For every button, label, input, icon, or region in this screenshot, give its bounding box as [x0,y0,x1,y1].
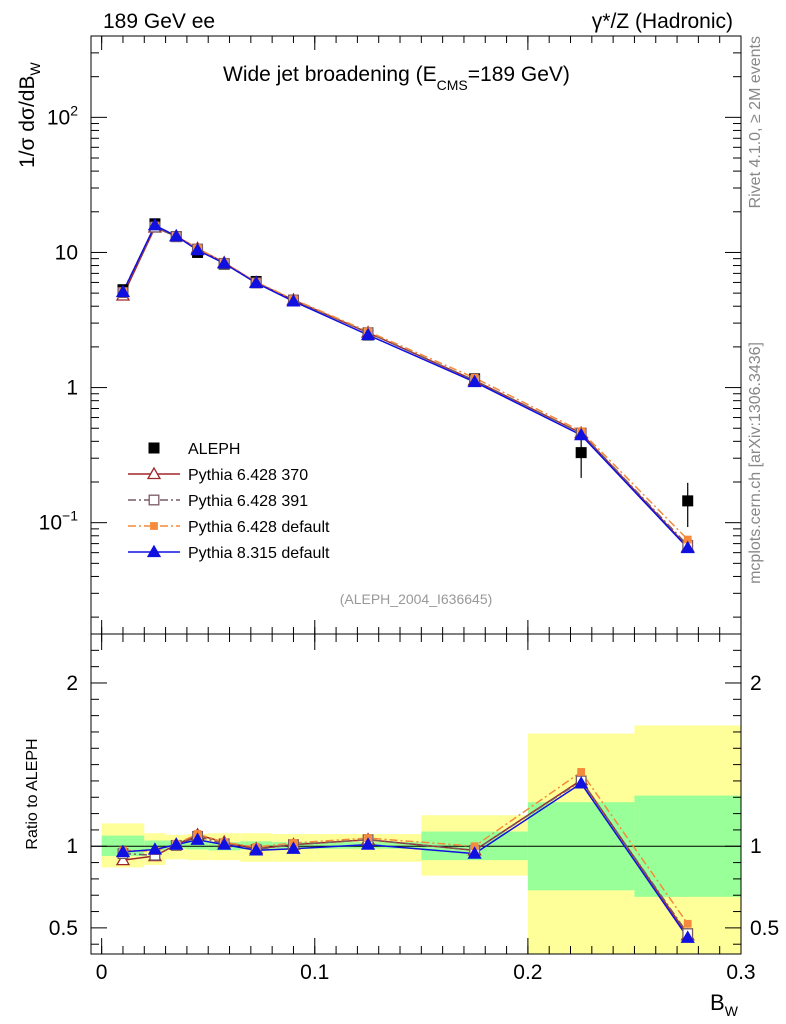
legend-label: Pythia 6.428 370 [188,467,308,484]
x-axis-label-sub: W [725,1003,739,1019]
x-tick-label: 0.1 [300,961,329,984]
main-y-axis-label-sub: W [27,62,43,76]
ratio-series-marker [683,919,692,928]
ratio-series-marker [470,842,479,851]
main-y-tick-label: 1 [66,377,78,400]
legend-label: Pythia 6.428 391 [188,493,308,510]
main-series-marker [169,228,184,242]
main-series-marker [190,242,205,256]
legend-marker [148,494,160,506]
main-title-part2: =189 GeV) [468,63,570,86]
ratio-series-marker [286,841,301,854]
main-y-tick-base: 10 [47,106,70,129]
main-y-tick-exponent: −1 [62,508,78,524]
main-y-tick-label: 102 [47,102,78,129]
main-data-layer [115,217,695,554]
x-tick-label: 0.3 [726,961,755,984]
rivet-version-text: Rivet 4.1.0, ≥ 2M events [747,36,764,208]
analysis-tag: (ALEPH_2004_I636645) [340,591,493,607]
main-y-tick-base: 1 [66,377,78,400]
ratio-y-tick-label-right: 2 [750,672,762,695]
main-title-sub: CMS [437,77,468,93]
legend-marker [148,442,160,454]
header-right: γ*/Z (Hadronic) [592,10,733,33]
ratio-series-marker [574,776,589,789]
mcplots-text: mcplots.cern.ch [arXiv:1306.3436] [747,342,764,584]
main-y-axis-label: 1/σ dσ/dBW [16,62,43,168]
ratio-frame [90,633,742,955]
main-series-marker [147,217,163,231]
ratio-series-marker [115,844,131,858]
ratio-series-marker [169,837,184,850]
main-axis-ticks [91,35,742,634]
legend-label: Pythia 6.428 default [188,519,330,536]
ratio-stat-uncertainty-band [186,841,209,850]
x-axis-label-main: B [710,990,725,1015]
legend-label: Pythia 8.315 default [188,545,330,562]
x-axis-label: BW [710,990,739,1019]
legend: ALEPH Pythia 6.428 370 Pythia 6.428 391 Pyt… [128,441,330,562]
main-y-tick-label: 10 [55,241,78,264]
ratio-y-tick-label-left: 0.5 [49,917,78,940]
main-y-axis-label-main: 1/σ dσ/dB [16,76,39,168]
ratio-series-marker [147,842,163,855]
main-series-marker [286,293,301,307]
ratio-series-layer [115,768,695,943]
main-series-marker [217,256,232,269]
ratio-series-marker [577,768,586,776]
ratio-tick-labels: 0.5 0.5 1 1 2 2 0 0.1 0.2 0.3 [49,672,779,984]
x-tick-label: 0.2 [513,961,542,984]
main-series-marker [360,327,376,341]
ratio-series-line [122,770,689,925]
main-series-marker [115,284,131,298]
data-point [682,495,694,507]
ratio-series-marker [360,837,376,850]
ratio-series-marker [467,846,482,859]
main-series-marker [683,535,692,544]
header-left: 189 GeV ee [103,10,215,33]
main-title: Wide jet broadening (ECMS=189 GeV) [223,63,570,93]
ratio-y-tick-label-left: 2 [66,672,78,695]
legend-label: ALEPH [188,441,240,458]
legend-marker [150,522,158,530]
ratio-y-tick-label-right: 1 [750,835,762,858]
main-series-line [122,224,689,541]
ratio-series-marker [680,930,695,943]
legend-marker [146,466,162,480]
main-y-tick-base: 10 [55,241,78,264]
main-y-tick-exponent: 2 [70,102,78,118]
ratio-series-marker [190,832,205,845]
main-y-tick-label: 10−1 [39,508,79,535]
ratio-y-tick-label-right: 0.5 [750,917,779,940]
ratio-y-axis-label: Ratio to ALEPH [24,738,41,849]
main-series-marker [249,275,264,289]
ratio-series-marker [249,843,264,856]
ratio-panel: 0.5 0.5 1 1 2 2 0 0.1 0.2 0.3 Ratio to ALEPH BW [24,633,779,1019]
main-series-marker [467,374,482,388]
legend-marker [146,544,162,558]
main-series-marker [574,427,589,441]
data-point [575,447,587,459]
main-series-marker [680,540,695,554]
x-tick-label: 0 [96,961,108,984]
main-y-tick-base: 10 [39,512,62,535]
ratio-axis-ticks [91,634,742,954]
ratio-series-marker [217,837,232,850]
ratio-series-line [122,779,689,935]
main-title-part1: Wide jet broadening (E [223,63,437,86]
ratio-y-tick-label-left: 1 [66,835,78,858]
ratio-series-marker [115,852,131,866]
